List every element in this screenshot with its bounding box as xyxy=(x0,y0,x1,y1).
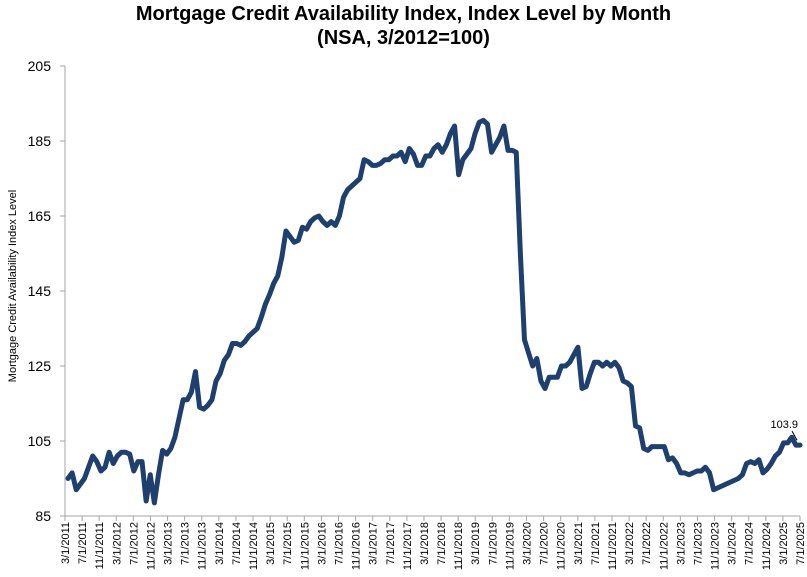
x-tick-label: 11/1/2012 xyxy=(145,522,157,570)
x-tick-label: 11/1/2019 xyxy=(504,522,516,570)
x-tick-label: 7/1/2016 xyxy=(333,522,345,565)
y-tick-label: 145 xyxy=(28,283,52,299)
x-tick-label: 7/1/2014 xyxy=(231,522,243,565)
x-tick-label: 3/1/2025 xyxy=(778,522,790,565)
x-tick-label: 11/1/2020 xyxy=(556,522,568,570)
x-tick-label: 3/1/2020 xyxy=(522,522,534,565)
y-tick-label: 85 xyxy=(35,508,51,524)
chart-title-line2: (NSA, 3/2012=100) xyxy=(317,27,490,49)
annotation-leader-line xyxy=(791,430,798,441)
x-tick-label: 11/1/2024 xyxy=(761,522,773,570)
y-tick-label: 165 xyxy=(28,208,52,224)
y-tick-label: 205 xyxy=(28,58,52,74)
x-tick-label: 3/1/2019 xyxy=(470,522,482,565)
x-tick-label: 3/1/2023 xyxy=(675,522,687,565)
x-tick-label: 7/1/2012 xyxy=(128,522,140,565)
x-tick-label: 3/1/2018 xyxy=(419,522,431,565)
y-ticks: 85 105 125 145 165 185 205 xyxy=(28,58,65,524)
x-tick-label: 3/1/2011 xyxy=(60,522,72,564)
x-tick-label: 7/1/2022 xyxy=(641,522,653,565)
x-tick-label: 11/1/2023 xyxy=(710,522,722,570)
chart-title: Mortgage Credit Availability Index, Inde… xyxy=(0,2,807,50)
x-tick-label: 3/1/2017 xyxy=(368,522,380,565)
x-tick-label: 3/1/2012 xyxy=(111,522,123,565)
x-tick-label: 7/1/2015 xyxy=(282,522,294,565)
x-tick-label: 3/1/2022 xyxy=(624,522,636,565)
x-tick-label: 7/1/2023 xyxy=(692,522,704,565)
x-tick-label: 11/1/2018 xyxy=(453,522,465,570)
x-tick-label: 11/1/2015 xyxy=(299,522,311,570)
chart-axes xyxy=(64,66,800,517)
x-tick-label: 3/1/2016 xyxy=(316,522,328,565)
x-tick-label: 7/1/2024 xyxy=(744,522,756,565)
x-tick-label: 3/1/2013 xyxy=(163,522,175,565)
x-tick-label: 7/1/2025 xyxy=(795,522,807,565)
y-tick-label: 125 xyxy=(28,358,52,374)
x-tick-label: 3/1/2014 xyxy=(214,522,226,565)
x-tick-label: 3/1/2024 xyxy=(727,522,739,565)
chart-title-line1: Mortgage Credit Availability Index, Inde… xyxy=(135,3,672,25)
x-tick-label: 11/1/2017 xyxy=(402,522,414,570)
x-tick-label: 7/1/2021 xyxy=(590,522,602,565)
x-tick-label: 11/1/2014 xyxy=(248,522,260,570)
annotations: 103.9 xyxy=(770,419,798,441)
x-tick-label: 7/1/2020 xyxy=(539,522,551,565)
x-tick-label: 7/1/2019 xyxy=(487,522,499,565)
y-tick-label: 105 xyxy=(28,433,52,449)
x-tick-label: 7/1/2011 xyxy=(77,522,89,564)
x-tick-label: 3/1/2015 xyxy=(265,522,277,565)
series-line-mcai xyxy=(65,117,803,506)
x-tick-label: 11/1/2016 xyxy=(351,522,363,570)
x-tick-label: 11/1/2021 xyxy=(607,522,619,570)
data-label-last-value: 103.9 xyxy=(770,419,798,431)
y-tick-label: 185 xyxy=(28,133,52,149)
x-tick-label: 11/1/2022 xyxy=(658,522,670,570)
x-tick-label: 7/1/2017 xyxy=(385,522,397,565)
x-ticks: 3/1/2011 7/1/2011 11/1/2011 3/1/2012 7/1/201… xyxy=(60,516,807,570)
x-tick-label: 11/1/2011 xyxy=(94,522,106,569)
x-tick-label: 7/1/2018 xyxy=(436,522,448,565)
x-tick-label: 3/1/2021 xyxy=(573,522,585,565)
x-tick-label: 7/1/2013 xyxy=(180,522,192,565)
x-tick-label: 11/1/2013 xyxy=(197,522,209,570)
y-axis-label: Mortgage Credit Availability Index Level xyxy=(7,190,19,382)
